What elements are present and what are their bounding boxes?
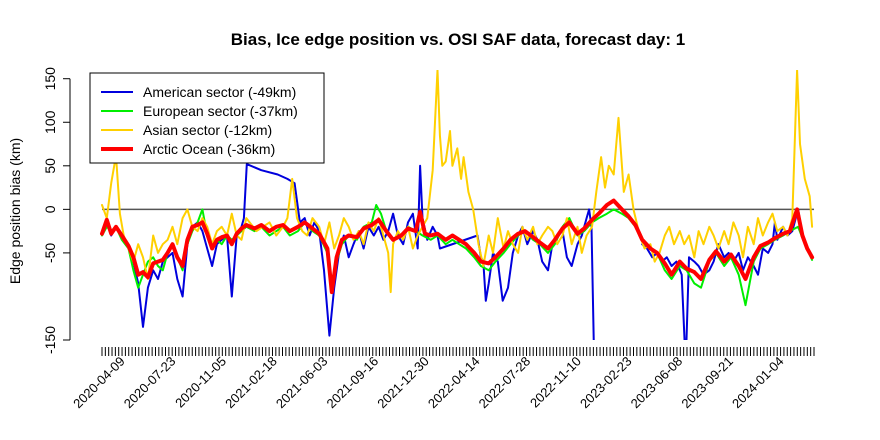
y-tick-label: 50	[42, 158, 58, 174]
series-line-4	[100, 198, 815, 295]
plot-area	[100, 70, 815, 340]
legend-label: European sector (-37km)	[143, 103, 298, 119]
y-tick-label: -150	[42, 326, 58, 354]
x-tick-label: 2023-02-23	[577, 354, 635, 412]
legend: American sector (-49km) European sector (…	[89, 72, 325, 164]
x-tick-label: 2020-04-09	[70, 354, 128, 412]
series-line-1	[641, 208, 814, 340]
legend-label: Arctic Ocean (-36km)	[143, 141, 275, 157]
x-tick-label: 2022-11-10	[527, 354, 584, 411]
y-tick-label: 150	[42, 67, 58, 91]
legend-label: Asian sector (-12km)	[143, 122, 272, 138]
chart-title: Bias, Ice edge position vs. OSI SAF data…	[231, 30, 685, 49]
x-tick-label: 2020-11-05	[172, 354, 229, 411]
x-tick-label: 2021-09-16	[324, 354, 382, 412]
legend-label: American sector (-49km)	[143, 84, 296, 100]
y-axis-label: Edge position bias (km)	[7, 138, 23, 284]
x-tick-label: 2021-06-03	[273, 354, 331, 412]
x-tick-label: 2021-12-30	[374, 354, 432, 412]
x-tick-label: 2022-04-14	[425, 354, 483, 412]
y-tick-label: 100	[42, 110, 58, 134]
y-axis: -150 -50 0 50 100 150	[42, 67, 71, 354]
x-tick-label: 2023-09-21	[678, 354, 736, 412]
x-tick-label: 2022-07-28	[476, 354, 534, 412]
series-line-3	[101, 70, 814, 294]
y-tick-label: -50	[42, 243, 58, 263]
x-axis: 2020-04-092020-07-232020-11-052021-02-18…	[70, 347, 815, 412]
x-tick-label: 2023-06-08	[628, 354, 686, 412]
x-tick-label: 2024-01-04	[729, 354, 787, 412]
x-tick-label: 2020-07-23	[121, 354, 179, 412]
x-tick-label: 2021-02-18	[222, 354, 280, 412]
y-tick-label: 0	[42, 205, 58, 213]
